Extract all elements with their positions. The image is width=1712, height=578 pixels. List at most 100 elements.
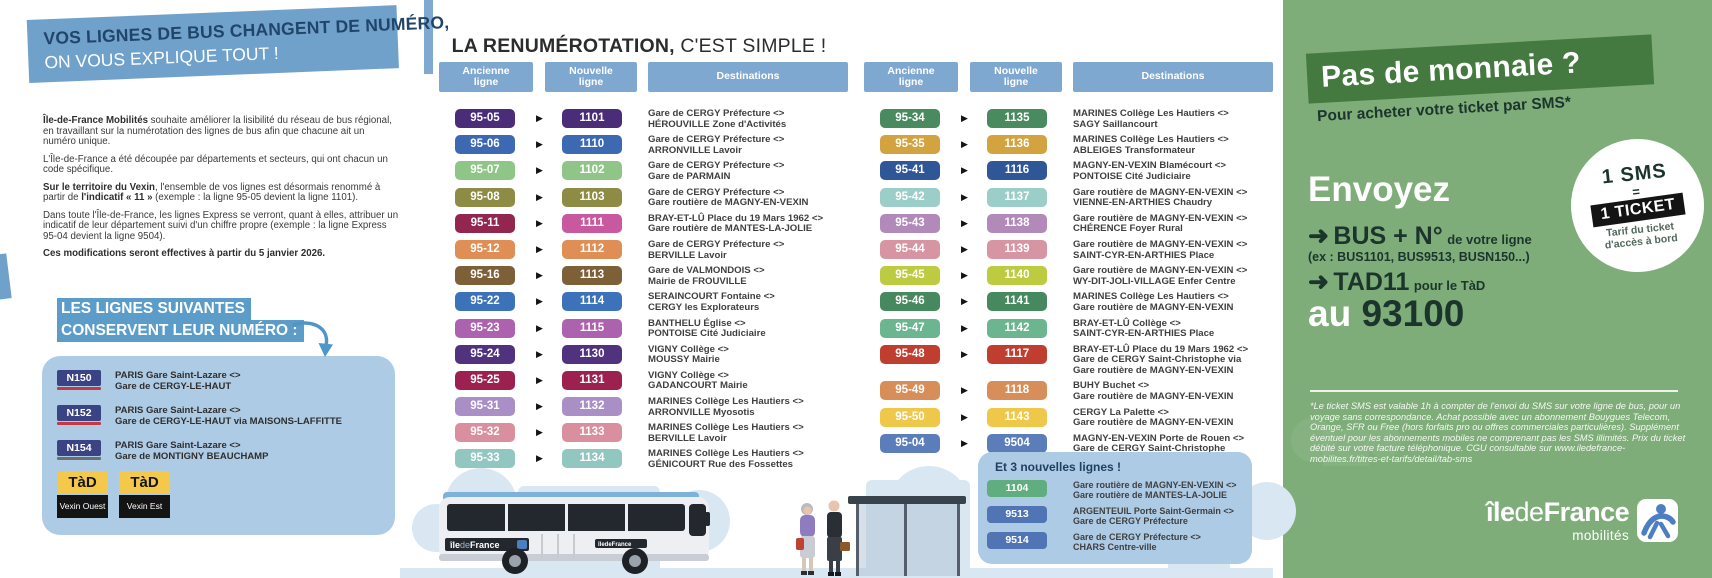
old-line-badge: 95-04 <box>880 433 940 453</box>
old-line-badge: 95-11 <box>455 213 515 233</box>
arrow-right-icon: ▶ <box>961 411 968 422</box>
new-line-badge: 1110 <box>562 135 622 155</box>
column-header-old-line: Ancienne ligne <box>864 62 958 92</box>
renumber-row: 95-31 ▶ 1132 MARINES Collège Les Hautiers <… <box>439 396 849 418</box>
destinations-text: BUHY Buchet <> Gare routière de MAGNY-EN… <box>1073 380 1234 403</box>
new-line-badge: 1103 <box>562 187 622 207</box>
new-line-badge: 1101 <box>562 109 622 128</box>
logo-wordmark: îledeFrance <box>1486 497 1630 527</box>
logo-de: de <box>1514 497 1545 527</box>
arrow-right-icon: ▶ <box>536 296 543 307</box>
renumber-row: 95-44 ▶ 1139 Gare routière de MAGNY-EN-VEXI… <box>864 238 1274 261</box>
line-underline <box>57 387 101 390</box>
renumbering-title: LA RENUMÉROTATION, C'EST SIMPLE ! <box>429 35 849 58</box>
new-line-badge: 9514 <box>987 532 1047 549</box>
destinations-text: MARINES Collège Les Hautiers <> ABLEIGES… <box>1073 134 1229 156</box>
old-line-badge: 95-46 <box>880 292 940 312</box>
new-line-badge: 9504 <box>987 433 1047 453</box>
sms-number: 93100 <box>1361 293 1465 334</box>
sms-example: (ex : BUS1101, BUS9513, BUSN150...) <box>1308 250 1530 264</box>
line-code: N150 <box>57 370 101 386</box>
arrow-right-icon: ▶ <box>961 113 968 123</box>
left-banner: VOS LIGNES DE BUS CHANGENT DE NUMÉRO, ON… <box>26 5 450 83</box>
line-underline <box>57 457 101 460</box>
shelter-roof <box>848 496 966 504</box>
destinations-text: Gare de CERGY Préfecture <> CHARS Centre… <box>1073 532 1201 552</box>
arrow-right-icon: ▶ <box>961 165 968 176</box>
renumber-row: 95-32 ▶ 1133 MARINES Collège Les Hautiers <… <box>439 422 849 444</box>
keep-line-row: N152 PARIS Gare Saint-Lazare <> Gare de C… <box>57 405 395 427</box>
arrow-right-icon: ▶ <box>961 191 968 202</box>
renumber-row: 95-06 ▶ 1110 Gare de CERGY Préfecture <> AR… <box>439 134 849 156</box>
old-line-badge: 95-34 <box>880 109 940 128</box>
renumber-row: 95-11 ▶ 1111 BRAY-ET-LÛ Place du 19 Mars 19… <box>439 213 849 235</box>
arrow-right-icon: ▶ <box>536 453 543 464</box>
arrow-right-icon: ▶ <box>536 165 543 176</box>
title-rest: C'EST SIMPLE ! <box>674 35 827 57</box>
arrow-right-icon: ▶ <box>961 296 968 307</box>
renumber-row: 95-48 ▶ 1117 BRAY-ET-LÛ Place du 19 Mars 19… <box>864 344 1274 377</box>
new-line-row: 1104 Gare routière de MAGNY-EN-VEXIN <> G… <box>987 480 1252 500</box>
arrow-right-icon: ▶ <box>536 427 543 438</box>
new-line-badge: 1137 <box>987 187 1047 207</box>
renumber-row: 95-16 ▶ 1113 Gare de VALMONDOIS <> Mairie d… <box>439 265 849 287</box>
old-line-badge: 95-16 <box>455 266 515 286</box>
old-line-badge: 95-44 <box>880 239 940 259</box>
bus-suffix: de votre ligne <box>1447 232 1532 247</box>
table-rows: 95-05 ▶ 1101 Gare de CERGY Préfecture <> HÉ… <box>439 108 849 471</box>
destinations-text: SERAINCOURT Fontaine <> CERGY les Explor… <box>648 291 775 313</box>
left-edge-decoration <box>0 253 12 300</box>
destinations-text: Gare de CERGY Préfecture <> Gare routièr… <box>648 186 809 209</box>
new-line-badge: 1102 <box>562 161 622 181</box>
arrow-right-icon: ▶ <box>961 322 968 333</box>
destinations-text: Gare routière de MAGNY-EN-VEXIN <> SAINT… <box>1073 238 1248 261</box>
new-line-badge: 1117 <box>987 344 1047 364</box>
intro-paragraph: Dans toute l'Île-de-France, les lignes E… <box>43 209 399 242</box>
arrow-right-icon: ▶ <box>961 243 968 254</box>
sms-number-line: au 93100 <box>1308 293 1464 335</box>
new-line-badge: 1104 <box>987 480 1047 497</box>
arrow-right-icon: ▶ <box>536 348 543 359</box>
new-line-badge: 1134 <box>562 449 622 469</box>
idf-figure-icon <box>1637 499 1679 542</box>
logo-france: France <box>1543 497 1630 527</box>
destinations-text: Gare routière de MAGNY-EN-VEXIN <> VIENN… <box>1073 186 1248 209</box>
tad-badges-row: TàD Vexin Ouest TàD Vexin Est <box>57 471 395 518</box>
new-line-badge: 1140 <box>987 266 1047 286</box>
new-line-badge: 1115 <box>562 318 622 338</box>
destinations-text: ARGENTEUIL Porte Saint-Germain <> Gare d… <box>1073 506 1234 526</box>
old-line-badge: 95-41 <box>880 161 940 181</box>
arrow-right-icon: ▶ <box>961 385 968 396</box>
logo-text: îledeFrance mobilités <box>1486 497 1630 549</box>
destinations-text: Gare de VALMONDOIS <> Mairie de FROUVILL… <box>648 265 765 287</box>
old-line-badge: 95-50 <box>880 407 940 427</box>
old-line-badge: 95-43 <box>880 213 940 233</box>
old-line-badge: 95-35 <box>880 135 940 155</box>
renumber-row: 95-43 ▶ 1138 Gare routière de MAGNY-EN-VEXI… <box>864 213 1274 235</box>
keep-line-row: N154 PARIS Gare Saint-Lazare <> Gare de M… <box>57 440 395 462</box>
logo-mobilites: mobilités <box>1572 528 1630 543</box>
new-line-badge: 1135 <box>987 109 1047 128</box>
tad-code: TAD11 <box>1333 268 1410 296</box>
renumber-row: 95-49 ▶ 1118 BUHY Buchet <> Gare routière d… <box>864 381 1274 402</box>
column-header-destinations: Destinations <box>648 62 848 92</box>
renumber-row: 95-07 ▶ 1102 Gare de CERGY Préfecture <> Ga… <box>439 161 849 182</box>
old-line-badge: 95-12 <box>455 239 515 259</box>
divider-line <box>1310 390 1678 392</box>
old-line-badge: 95-48 <box>880 344 940 364</box>
one-sms-one-ticket-badge: 1 SMS = 1 TICKET Tarif du ticket d'accès… <box>1564 132 1711 279</box>
new-line-badge: 1116 <box>987 161 1047 181</box>
tad-badge: TàD Vexin Ouest <box>57 471 108 518</box>
keep-heading-line2: CONSERVENT LEUR NUMÉRO : <box>57 320 304 342</box>
keep-line-row: N150 PARIS Gare Saint-Lazare <> Gare de C… <box>57 370 395 392</box>
svg-text:îledeFrance: îledeFrance <box>597 542 632 548</box>
renumber-row: 95-46 ▶ 1141 MARINES Collège Les Hautiers <… <box>864 291 1274 313</box>
send-label: Envoyez <box>1308 170 1450 209</box>
destinations-text: BRAY-ET-LÛ Collège <> SAINT-CYR-EN-ARTHI… <box>1073 317 1215 340</box>
destinations-text: VIGNY Collège <> MOUSSY Mairie <box>648 343 729 366</box>
new-line-badge: 1139 <box>987 239 1047 259</box>
line-underline <box>57 422 101 425</box>
new-line-badge: 1112 <box>562 239 622 259</box>
fold-stripe-decoration <box>424 0 433 74</box>
shelter-glass <box>856 504 960 576</box>
